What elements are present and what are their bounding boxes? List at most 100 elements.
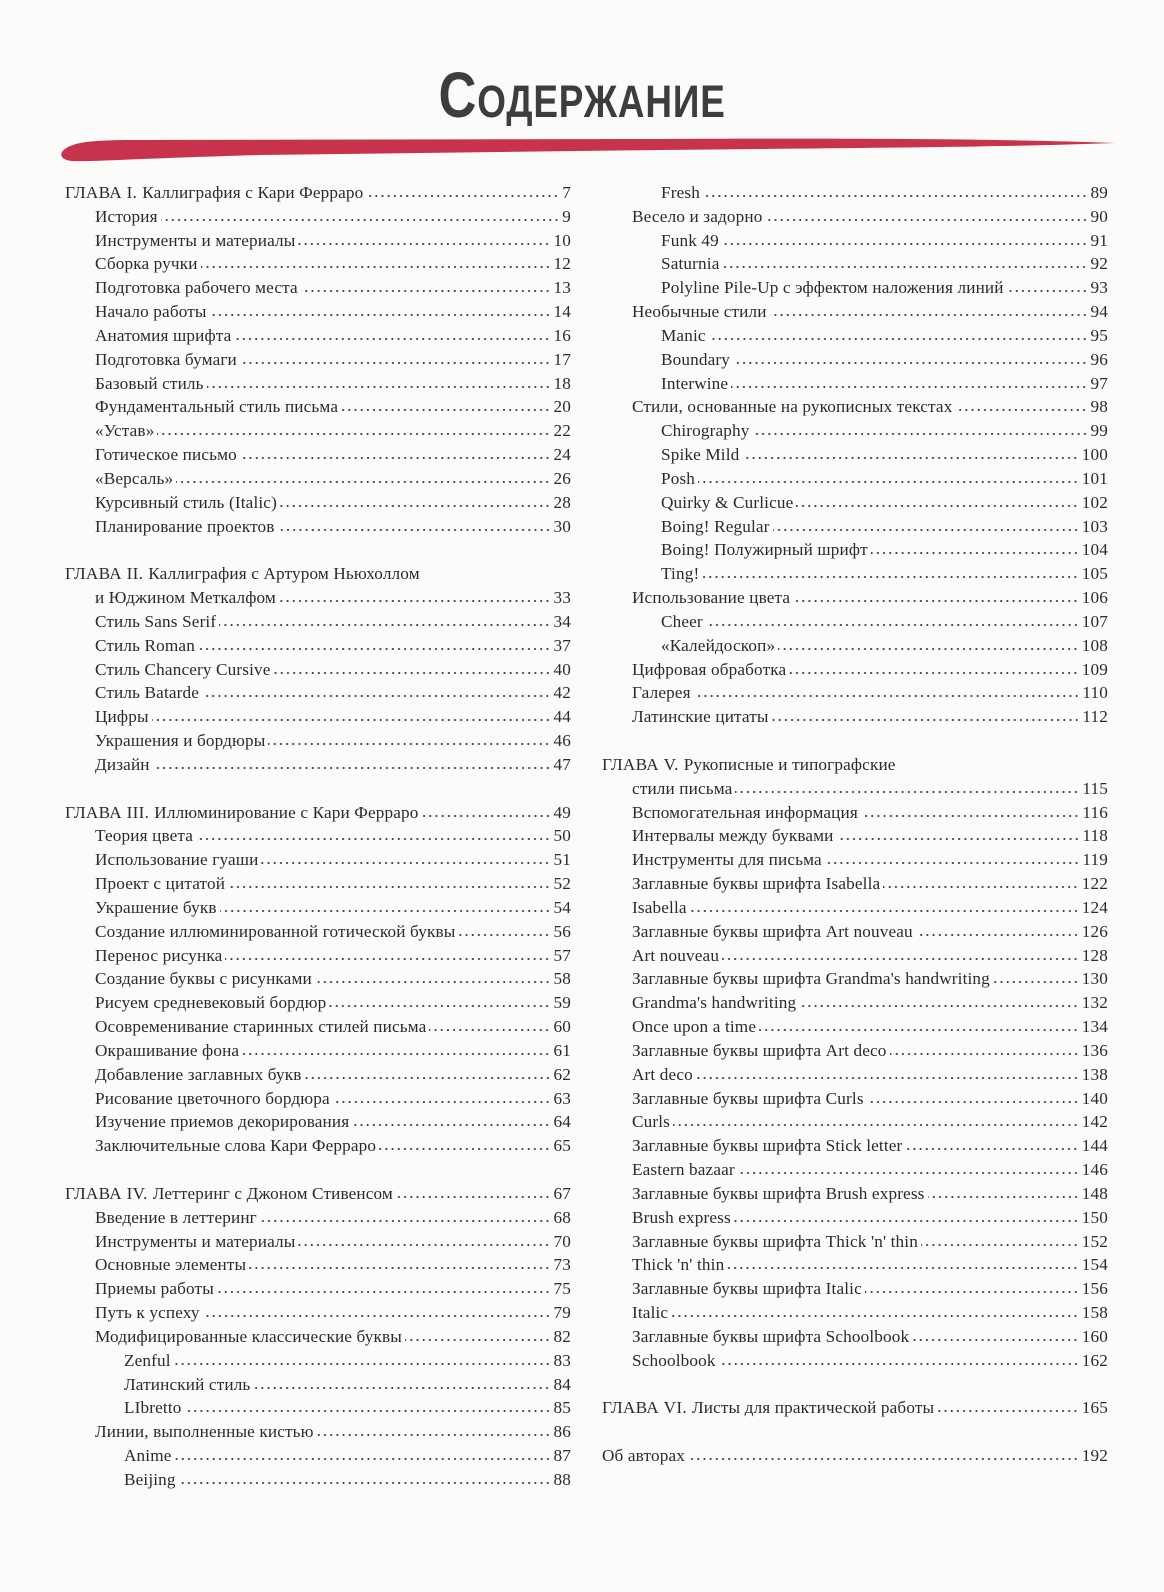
toc-entry: Латинские цитаты 112 [632, 705, 1108, 729]
dot-leader [705, 622, 1079, 627]
entry-title: Thick 'n' thin [632, 1255, 725, 1275]
dot-leader [209, 313, 551, 318]
page-number: 142 [1081, 1112, 1108, 1132]
toc-entry: Заглавные буквы шрифта Art nouveau 126 [632, 920, 1108, 944]
dot-leader [860, 813, 1080, 818]
chapter-label: ГЛАВА V. [602, 754, 679, 774]
dot-leader [992, 980, 1079, 985]
chapter-label: ГЛАВА I. [65, 183, 138, 202]
dot-leader [174, 1456, 551, 1461]
toc-entry: Стиль Batarde 42 [95, 681, 571, 705]
entry-title: Стиль Sans Serif [95, 611, 217, 631]
chapter-label: ГЛАВА III. [65, 802, 150, 822]
entry-title: Латинский стиль [124, 1374, 251, 1394]
toc-entry: Окрашивание фона 61 [95, 1039, 571, 1063]
toc-entry: Инструменты для письма 119 [632, 848, 1108, 872]
toc-chapter-entry: ГЛАВА V. Рукописные и типографские [602, 753, 1108, 777]
dot-leader [752, 432, 1088, 437]
toc-entry: Теория цвета 50 [95, 824, 571, 848]
dot-leader [718, 1361, 1079, 1366]
entry-title: Леттеринг с Джоном Стивенсом [152, 1183, 393, 1203]
page-number: 124 [1081, 897, 1108, 917]
page-number: 10 [553, 230, 571, 250]
entry-title: Заглавные буквы шрифта Italic [632, 1279, 862, 1299]
dot-leader [722, 956, 1079, 961]
dot-leader [1006, 289, 1088, 294]
entry-title: «Калейдоскоп» [661, 635, 776, 655]
page-number: 18 [553, 373, 571, 393]
page-number: 115 [1082, 778, 1108, 798]
toc-entry: Заключительные слова Кари Ферраро 65 [95, 1134, 571, 1158]
dot-leader [173, 1361, 551, 1366]
toc-entry: Стили, основанные на рукописных текстах 9… [632, 395, 1108, 419]
toc-entry: и Юджином Меткалфом 33 [95, 586, 571, 610]
toc-entry: Добавление заглавных букв 62 [95, 1063, 571, 1087]
page-number: 42 [553, 683, 571, 703]
toc-entry: Заглавные буквы шрифта Schoolbook 160 [632, 1325, 1108, 1349]
dot-leader [915, 932, 1079, 937]
dot-leader [259, 1218, 551, 1223]
entry-title: и Юджином Меткалфом [95, 588, 276, 608]
toc-entry: Interwine 97 [661, 372, 1108, 396]
dot-leader [200, 265, 551, 270]
entry-title: Anime [124, 1445, 172, 1465]
toc-entry: Создание иллюминированной готической бук… [95, 920, 571, 944]
page-number: 62 [553, 1064, 571, 1084]
page-number: 103 [1081, 516, 1108, 536]
entry-title: Планирование проектов [95, 516, 275, 536]
entry-title: Заглавные буквы шрифта Grandma's handwri… [632, 969, 990, 989]
page-number: 67 [553, 1183, 571, 1203]
dot-leader [152, 765, 551, 770]
toc-chapter-entry: ГЛАВА VI. Листы для практической работы 16… [602, 1396, 1108, 1420]
page-number: 33 [553, 588, 571, 608]
toc-entry: Once upon a time 134 [632, 1015, 1108, 1039]
page-number: 102 [1081, 492, 1108, 512]
page-number: 64 [553, 1112, 571, 1132]
entry-title: Рисование цветочного бордюра [95, 1088, 330, 1108]
dot-leader [693, 694, 1080, 699]
page-number: 119 [1082, 850, 1108, 870]
entry-title: Isabella [632, 897, 687, 917]
page-number: 101 [1081, 468, 1108, 488]
page-number: 30 [553, 516, 571, 536]
dot-leader [184, 1409, 551, 1414]
entry-title: Листы для практической работы [691, 1398, 935, 1418]
toc-entry: Приемы работы 75 [95, 1277, 571, 1301]
page-number: 93 [1090, 278, 1108, 298]
entry-title: Заглавные буквы шрифта Art nouveau [632, 921, 913, 941]
toc-entry: Boing! Полужирный шрифт 104 [661, 538, 1108, 562]
toc-entry: Осовременивание старинных стилей письма 6… [95, 1015, 571, 1039]
page-number: 152 [1081, 1231, 1108, 1251]
page-number: 50 [553, 826, 571, 846]
entry-title: Перенос рисунка [95, 945, 223, 965]
page-number: 68 [553, 1207, 571, 1227]
page-number: 54 [553, 897, 571, 917]
dot-leader [225, 956, 551, 961]
dot-leader [404, 1337, 551, 1342]
page-number: 140 [1081, 1088, 1108, 1108]
dot-leader [366, 194, 560, 198]
dot-leader [261, 861, 551, 866]
entry-title: «Устав» [95, 421, 155, 441]
toc-entry: Polyline Pile-Up с эффектом наложения ли… [661, 276, 1108, 300]
toc-entry: Ting! 105 [661, 562, 1108, 586]
page-number: 20 [553, 397, 571, 417]
entry-title: Каллиграфия с Артуром Ньюхоллом [148, 564, 420, 584]
page-number: 60 [553, 1017, 571, 1037]
page-number: 65 [553, 1136, 571, 1156]
brush-stroke [61, 138, 1115, 162]
dot-leader [905, 1147, 1079, 1152]
entry-title: Стиль Roman [95, 635, 195, 655]
toc-entry: Использование гуаши 51 [95, 848, 571, 872]
entry-title: Polyline Pile-Up с эффектом наложения ли… [661, 278, 1004, 298]
dot-leader [178, 1480, 551, 1485]
entry-title: Об авторах [602, 1445, 685, 1465]
dot-leader [765, 217, 1088, 222]
dot-leader [836, 837, 1080, 842]
toc-entry: Использование цвета 106 [632, 586, 1108, 610]
entry-title: Инструменты и материалы [95, 230, 296, 250]
page-number: 51 [553, 850, 571, 870]
page-number: 112 [1082, 707, 1108, 727]
dot-leader [778, 646, 1079, 651]
entry-title: Schoolbook [632, 1350, 716, 1370]
